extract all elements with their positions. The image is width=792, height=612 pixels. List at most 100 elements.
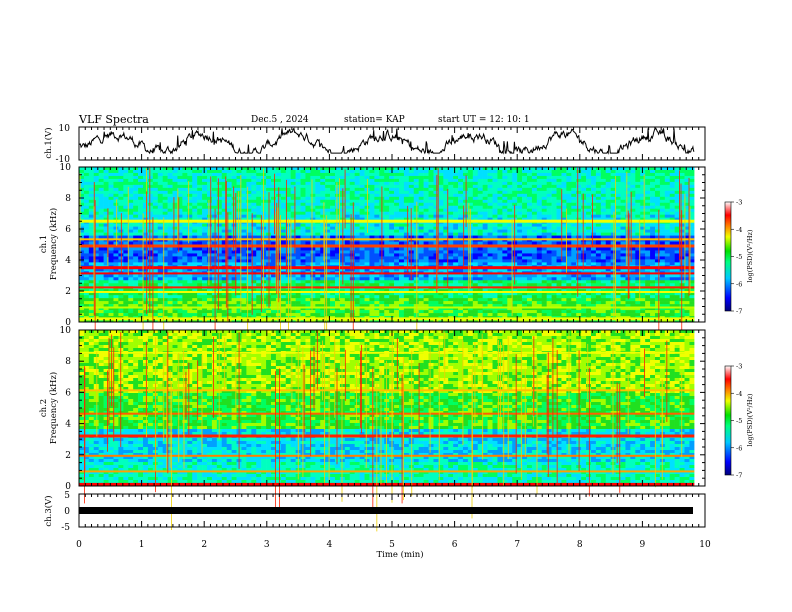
spectrogram-cell [211,208,218,213]
spectrogram-cell [640,208,646,213]
spectrogram-cell [334,256,341,260]
spectrogram-cell [300,250,306,254]
spectrogram-cell [344,175,351,180]
spectrogram-cell [270,187,277,192]
spectrogram-cell [79,253,85,257]
spectrogram-cell [625,172,631,177]
spectrogram-cell [571,181,577,186]
spectrogram-cell [270,256,277,260]
spectrogram-cell [98,253,104,257]
spectrogram-cell [551,250,557,254]
spectrogram-cell [246,256,252,260]
spectrogram-cell [492,184,498,189]
spectrogram-cell [438,274,444,278]
spectrogram-cell [354,175,360,180]
spectrogram-cell [221,232,227,236]
spectrogram-cell [669,262,675,266]
spectrogram-cell [595,253,602,257]
spectrogram-cell [413,199,419,204]
spectrogram-cell [379,169,385,174]
spectrogram-cell [453,181,459,186]
spectrogram-cell [482,193,488,198]
spectrogram-cell [295,232,301,236]
spectrogram-cell [423,235,429,239]
spectrogram-cell [453,277,459,281]
spectrogram-cell [197,268,203,272]
spectrogram-cell [344,211,351,215]
spectrogram-cell [231,193,237,198]
spectrogram-cell [98,226,104,230]
spectrogram-cell [231,259,237,263]
spectrogram-cell [359,181,365,186]
spectrogram-cell [561,223,567,227]
spectrogram-cell [349,268,355,272]
spectrogram-cell [605,214,611,218]
spectrogram-cell [280,167,287,171]
spectrogram-cell [576,196,582,201]
spectrogram-cell [650,280,656,284]
spectrogram-cell [546,193,552,198]
spectrogram-cell [211,259,218,263]
spectrogram-cell [147,277,154,281]
spectrogram-cell [467,184,474,189]
spectrogram-cell [418,247,424,251]
spectrogram-cell [600,208,607,213]
spectrogram-cell [182,268,188,272]
spectrogram-cell [477,196,483,201]
spectrogram-cell [108,169,114,174]
spectrogram-cell [270,193,277,198]
spectrogram-cell [310,232,316,236]
spectrogram-cell [605,250,611,254]
spectrogram-cell [684,208,690,213]
spectrogram-cell [566,262,572,266]
spectrogram-cell [310,211,316,215]
spectrogram-cell [251,178,257,183]
spectrogram-cell [645,223,651,227]
spectrogram-cell [472,226,479,230]
spectrogram-cell [620,184,626,189]
spectrogram-cell [221,199,227,204]
spectrogram-cell [556,178,562,183]
spectrogram-cell [211,217,218,221]
spectrogram-cell [379,277,385,281]
spectrogram-cell [374,184,380,189]
spectrogram-cell [221,205,227,210]
spectrogram-cell [458,196,464,201]
spectrogram-cell [246,277,252,281]
spectrogram-cell [83,235,90,239]
spectrogram-cell [79,208,85,213]
spectrogram-cell [295,235,301,239]
spectrogram-cell [664,223,671,227]
spectrogram-cell [477,232,483,236]
spectrogram-cell [143,190,149,195]
spectrogram-cell [384,235,390,239]
spectrogram-cell [615,283,621,287]
spectrogram-cell [103,214,109,218]
spectrogram-cell [684,280,690,284]
spectrogram-cell [403,259,410,263]
spectrogram-cell [187,262,193,266]
spectrogram-cell [492,268,498,272]
spectrogram-cell [600,283,607,287]
spectrogram-cell [684,235,690,239]
spectrogram-cell [536,205,543,210]
spectrogram-cell [310,280,316,284]
spectrogram-cell [172,181,178,186]
spectrogram-cell [448,232,454,236]
spectrogram-cell [197,280,203,284]
spectrogram-cell [320,190,326,195]
spectrogram-cell [251,175,257,180]
spectrogram-cell [418,268,424,272]
spectrogram-cell [635,214,641,218]
spectrogram-cell [384,208,390,213]
spectrogram-cell [133,169,139,174]
spectrogram-cell [315,274,321,278]
spectrogram-cell [270,211,277,215]
spectrogram-cell [270,283,277,287]
spectrogram-cell [581,229,587,233]
spectrogram-cell [354,277,360,281]
spectrogram-cell [384,178,390,183]
spectrogram-cell [389,199,395,204]
spectrogram-cell [157,241,163,245]
